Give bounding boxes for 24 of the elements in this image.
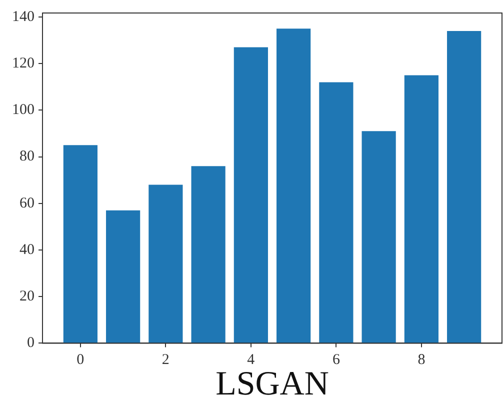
x-axis-title: LSGAN: [216, 366, 329, 403]
bar: [404, 75, 438, 343]
y-tick-label: 120: [12, 56, 34, 72]
y-tick-label: 140: [12, 8, 34, 25]
x-tick-label: 2: [162, 352, 170, 368]
x-tick-label: 0: [76, 352, 84, 368]
bar: [106, 210, 140, 343]
y-tick-label: 100: [12, 102, 34, 118]
bar: [362, 131, 396, 343]
y-tick-label: 40: [20, 242, 34, 258]
bar: [276, 28, 311, 343]
x-tick-label: 4: [247, 352, 256, 368]
x-tick-label: 8: [418, 352, 426, 368]
bar: [319, 82, 354, 343]
x-tick-label: 6: [332, 352, 340, 368]
bar: [63, 145, 98, 343]
bar: [447, 30, 482, 343]
bar: [234, 47, 268, 343]
y-tick-label: 80: [20, 148, 34, 165]
y-tick-label: 0: [27, 335, 34, 352]
y-tick-label: 60: [20, 195, 34, 212]
bar: [191, 166, 226, 343]
bar: [148, 184, 183, 343]
y-tick-label: 20: [20, 288, 34, 305]
